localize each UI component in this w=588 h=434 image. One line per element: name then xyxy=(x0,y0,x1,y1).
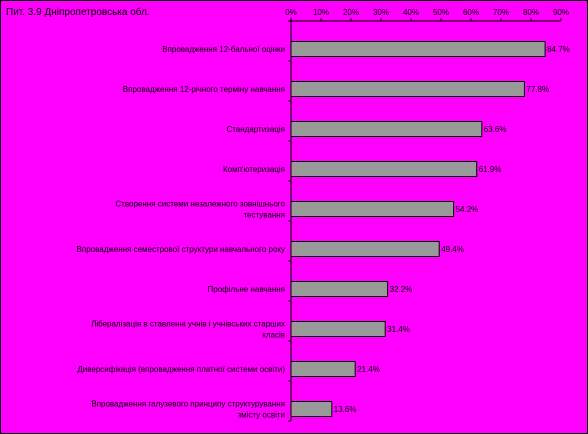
category-label: Лібералізація в ставленні учнів і учнівс… xyxy=(91,320,285,329)
category-label: Диверсифікація (впровадження платної сис… xyxy=(77,365,285,374)
value-label: 32.2% xyxy=(390,285,413,294)
value-label: 77.8% xyxy=(526,85,549,94)
category-label: Створення системи незалежного зовнішньог… xyxy=(115,200,285,209)
x-tick-label: 30% xyxy=(373,8,389,17)
bar xyxy=(290,121,483,137)
bar xyxy=(290,41,546,57)
value-label: 63.6% xyxy=(484,125,507,134)
bar xyxy=(290,81,525,97)
category-label: Впровадження 12-бальної оцінки xyxy=(162,45,285,54)
category-label: Комп'ютеризація xyxy=(223,165,285,174)
value-label: 84.7% xyxy=(547,45,570,54)
value-label: 54.2% xyxy=(456,205,479,214)
x-tick-label: 0% xyxy=(285,8,297,17)
bar xyxy=(290,241,440,257)
bar xyxy=(290,201,455,217)
value-label: 31.4% xyxy=(387,325,410,334)
category-label: тестування xyxy=(243,211,285,220)
value-label: 21.4% xyxy=(357,365,380,374)
bar xyxy=(290,321,386,337)
bar xyxy=(290,281,389,297)
x-tick-label: 40% xyxy=(403,8,419,17)
category-label: Стандартизація xyxy=(226,125,285,134)
value-label: 61.9% xyxy=(479,165,502,174)
category-label: Впровадження галузевого принципу структу… xyxy=(91,400,285,409)
x-tick-label: 10% xyxy=(313,8,329,17)
bar xyxy=(290,401,333,417)
value-label: 13.6% xyxy=(334,405,357,414)
x-tick-label: 50% xyxy=(433,8,449,17)
bar xyxy=(290,161,478,177)
x-tick-label: 60% xyxy=(463,8,479,17)
chart-title: Пит. 3.9 Дніпропетровська обл. xyxy=(6,6,150,18)
x-tick-label: 70% xyxy=(493,8,509,17)
value-label: 49.4% xyxy=(441,245,464,254)
category-label: класів xyxy=(262,331,285,340)
x-tick-label: 20% xyxy=(343,8,359,17)
category-label: Впровадження семестрової структури навча… xyxy=(77,245,285,254)
bar xyxy=(290,361,356,377)
category-label: Впровадження 12-річного терміну навчання xyxy=(123,85,285,94)
category-label: Профільне навчання xyxy=(208,285,285,294)
x-tick-label: 80% xyxy=(523,8,539,17)
category-label: змісту освіти xyxy=(237,411,285,420)
x-tick-label: 90% xyxy=(553,8,569,17)
